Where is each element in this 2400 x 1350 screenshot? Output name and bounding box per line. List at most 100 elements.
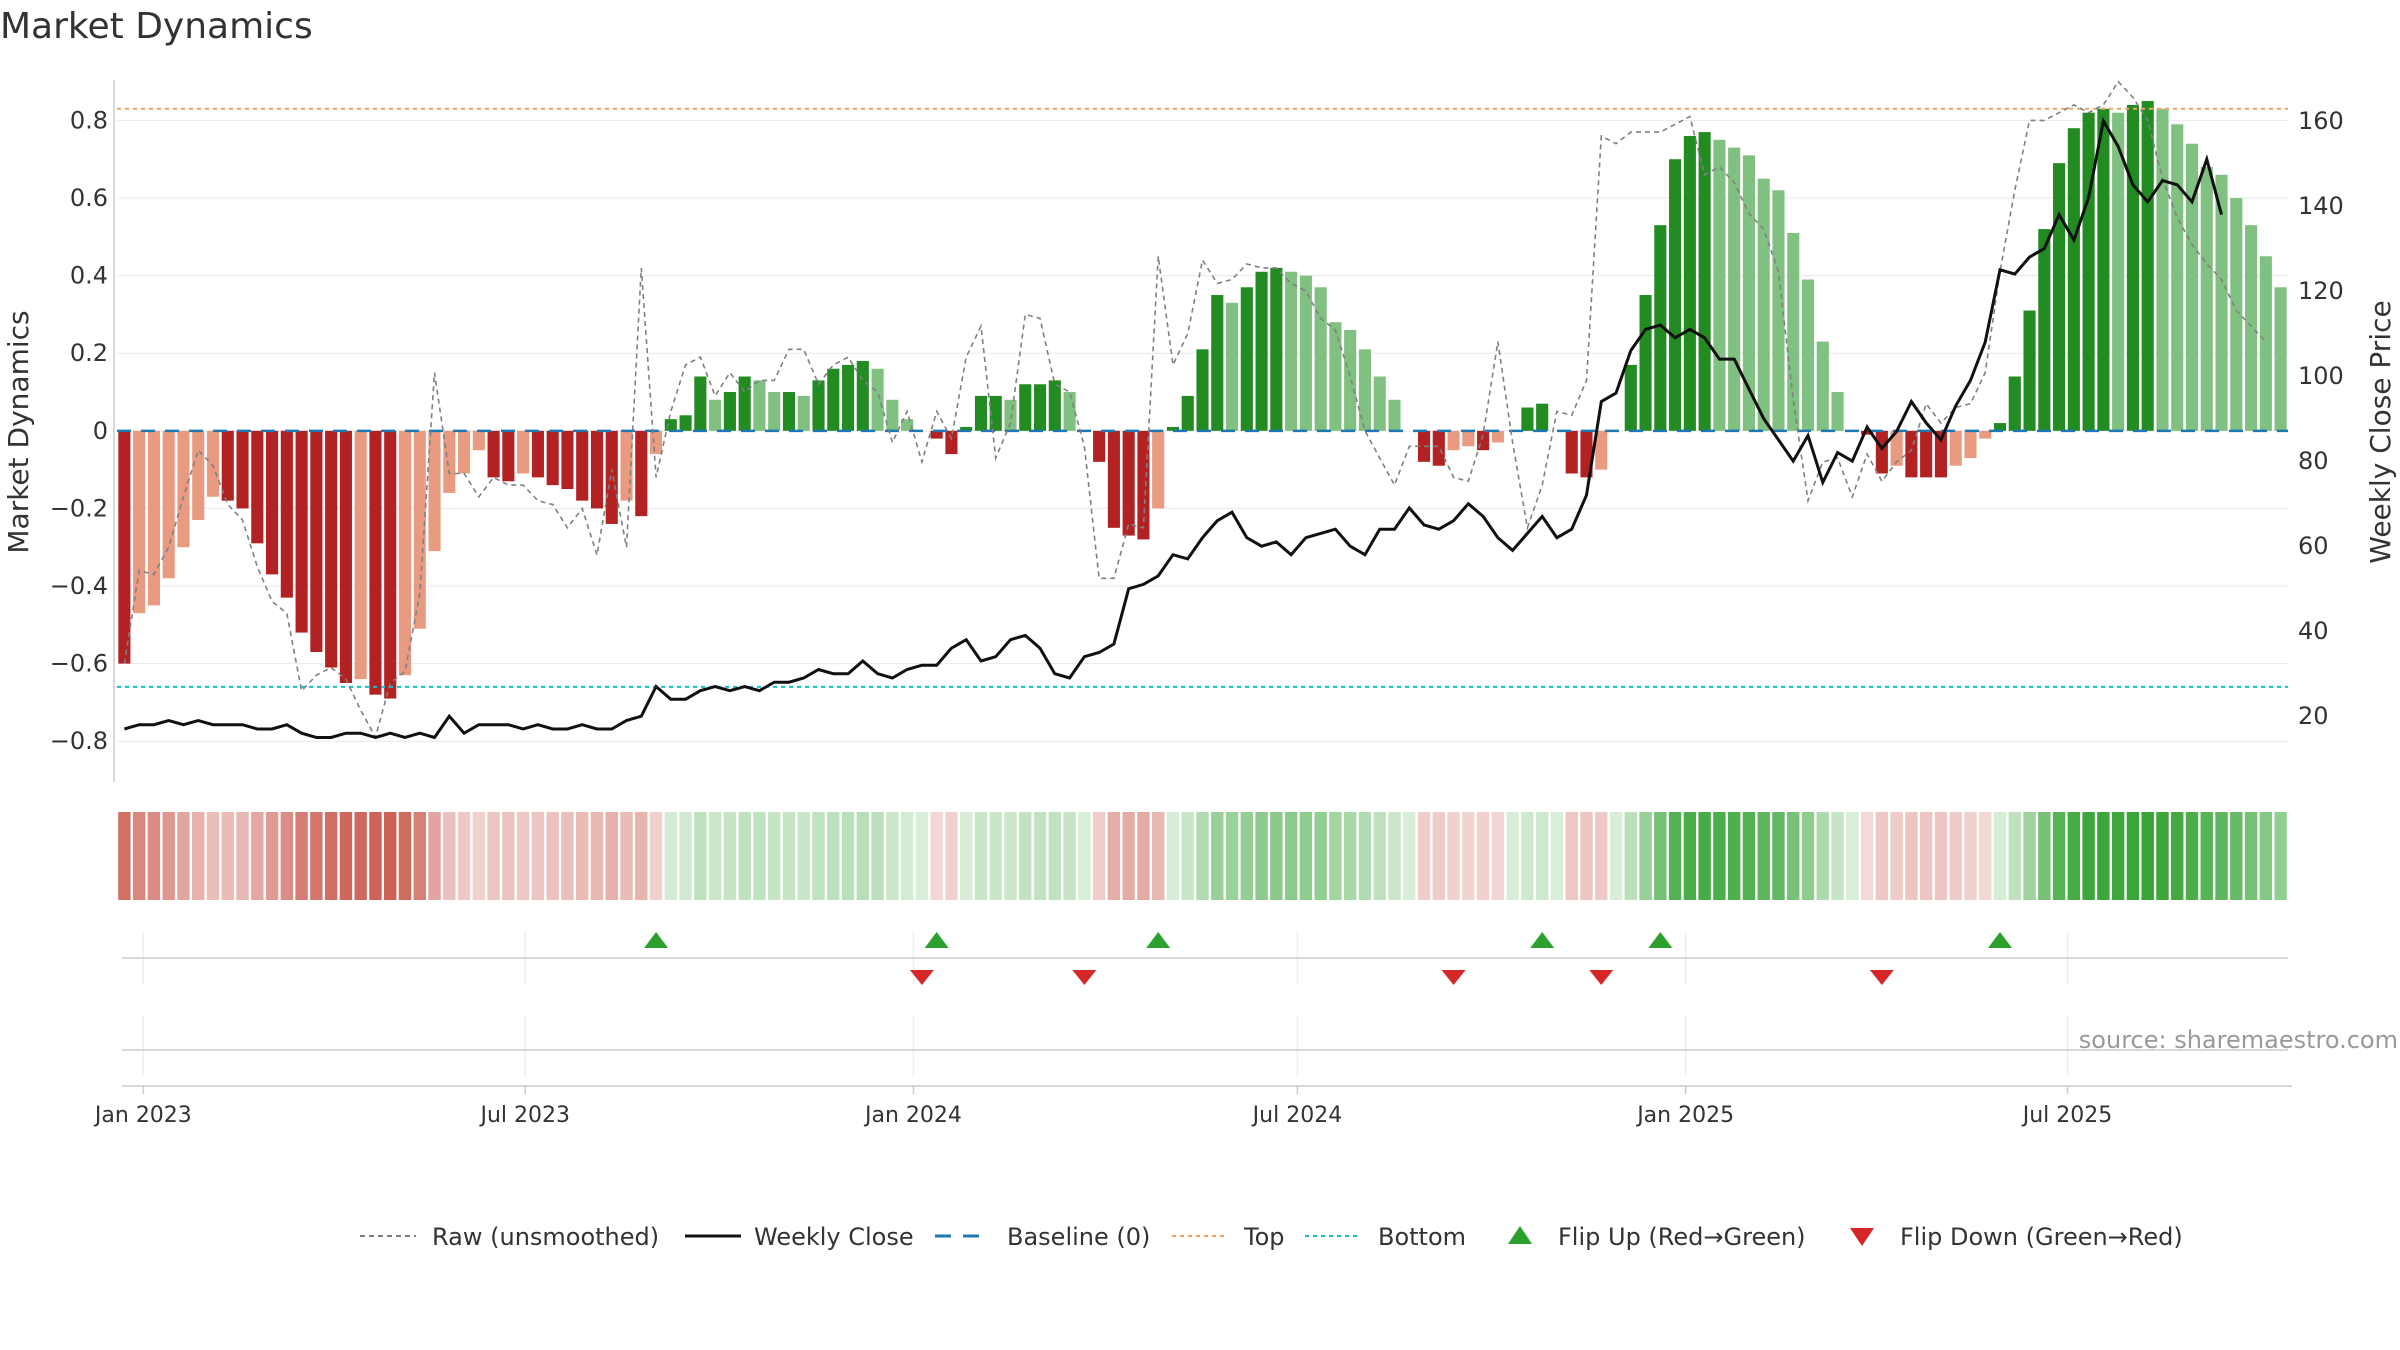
source-text: source: sharemaestro.com — [2079, 1026, 2398, 1054]
strip-cell — [1491, 812, 1505, 900]
strip-cell — [384, 812, 397, 900]
bar — [2082, 112, 2095, 431]
strip-cell — [1654, 812, 1667, 900]
legend-label: Raw (unsmoothed) — [432, 1223, 659, 1251]
strip-cell — [354, 812, 367, 900]
bar — [797, 395, 810, 431]
strip-cell — [1092, 812, 1106, 900]
bar — [901, 419, 914, 431]
bar — [266, 430, 279, 575]
strip-cell — [1270, 812, 1283, 900]
bar — [1211, 295, 1224, 431]
x-tick-label: Jan 2023 — [93, 1103, 192, 1128]
bar — [827, 368, 840, 431]
bar — [1019, 384, 1032, 431]
strip-cell — [1137, 812, 1150, 900]
bar — [1462, 430, 1475, 447]
bar — [590, 430, 604, 509]
y-tick-label-left: 0.2 — [70, 339, 108, 367]
strip-cell — [310, 812, 323, 900]
bar — [753, 380, 766, 431]
bar — [1344, 329, 1357, 431]
legend-label: Baseline (0) — [1007, 1223, 1150, 1251]
strip-cell — [1343, 812, 1357, 900]
y-tick-label-left: −0.2 — [50, 494, 108, 522]
bar — [472, 430, 485, 451]
flip-markers-panel — [122, 932, 2288, 985]
strip-cell — [1757, 812, 1770, 900]
x-axis: Jan 2023 Jul 2023 Jan 2024 Jul 2024 Jan 2025… — [93, 1085, 2292, 1128]
bar — [1196, 349, 1209, 431]
bar — [871, 368, 884, 431]
strip-cell — [900, 812, 914, 900]
bar — [960, 426, 973, 431]
bar — [1713, 139, 1726, 431]
strip-cell — [1181, 812, 1194, 900]
strip-cell — [1151, 812, 1165, 900]
strip-cell — [812, 812, 825, 900]
strip-cell — [1078, 812, 1091, 900]
bar — [664, 419, 677, 431]
strip-cell — [472, 812, 486, 900]
bar — [650, 430, 663, 455]
strip-cell — [1964, 812, 1977, 900]
bar — [487, 430, 500, 478]
strip-cell — [1816, 812, 1829, 900]
flip-up-marker — [644, 932, 669, 948]
bar-series — [118, 101, 2287, 699]
bar — [2126, 104, 2139, 431]
bar — [1565, 430, 1578, 474]
strip-cell — [206, 812, 220, 900]
bar — [428, 430, 441, 552]
bar — [1314, 287, 1327, 431]
strip-cell — [797, 812, 810, 900]
strip-cell — [236, 812, 249, 900]
strip-cell — [502, 812, 515, 900]
strip-cell — [1713, 812, 1726, 900]
y-tick-label-left: 0.4 — [70, 262, 108, 290]
flip-up-marker — [924, 932, 949, 948]
y-tick-label-left: 0.6 — [70, 184, 108, 212]
bar — [1358, 349, 1372, 431]
strip-cell — [132, 812, 146, 900]
bar — [723, 392, 736, 431]
strip-cell — [2156, 812, 2169, 900]
strip-cell — [945, 812, 958, 900]
bar — [133, 430, 146, 614]
bar — [206, 430, 220, 497]
bar — [177, 430, 190, 548]
bar — [1595, 430, 1608, 470]
strip-cell — [1447, 812, 1460, 900]
bar — [2067, 128, 2080, 431]
flip-down-marker — [1441, 970, 1466, 985]
y-tick-label-left: −0.6 — [50, 650, 108, 678]
strip-cell — [1787, 812, 1800, 900]
y-tick-label-right: 120 — [2298, 277, 2344, 305]
strip-cell — [1683, 812, 1697, 900]
strip-cell — [1727, 812, 1741, 900]
strip-cell — [2052, 812, 2066, 900]
bar — [517, 430, 530, 474]
legend-item-flip-down: Flip Down (Green→Red) — [1850, 1223, 2183, 1251]
bar — [1757, 178, 1770, 431]
strip-cell — [1476, 812, 1490, 900]
strip-cell — [1240, 812, 1254, 900]
bar — [738, 376, 751, 431]
regime-color-strip — [118, 812, 2287, 900]
bar — [989, 395, 1002, 431]
flip-up-marker — [1530, 932, 1555, 948]
strip-cell — [635, 812, 648, 900]
strip-cell — [177, 812, 190, 900]
strip-cell — [1624, 812, 1637, 900]
strip-cell — [1580, 812, 1593, 900]
bar — [1240, 287, 1253, 431]
strip-cell — [856, 812, 870, 900]
strip-cell — [782, 812, 796, 900]
strip-cell — [398, 812, 412, 900]
legend-item-baseline: Baseline (0) — [935, 1223, 1150, 1251]
strip-cell — [147, 812, 161, 900]
y-tick-label-right: 100 — [2298, 362, 2344, 390]
strip-cell — [1048, 812, 1062, 900]
y-tick-label-right: 140 — [2298, 192, 2344, 220]
bar — [251, 430, 264, 544]
